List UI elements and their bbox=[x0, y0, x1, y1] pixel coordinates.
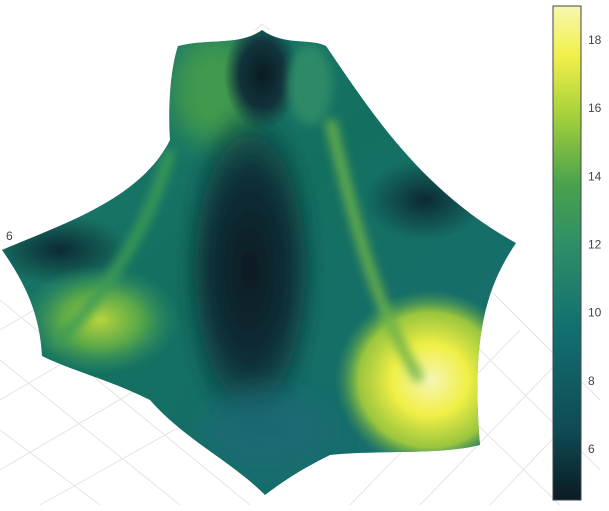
colorbar-tick-label: 14 bbox=[588, 169, 602, 183]
colorbar-ticks: 6 8 10 12 14 16 18 bbox=[588, 33, 602, 456]
axis-tick-label: 6 bbox=[6, 229, 13, 243]
surface-right-shade bbox=[365, 160, 485, 240]
colorbar-tick-label: 12 bbox=[588, 237, 602, 251]
colorbar-tick-label: 8 bbox=[588, 374, 595, 388]
colorbar-tick-label: 16 bbox=[588, 101, 602, 115]
colorbar-tick-label: 18 bbox=[588, 33, 602, 47]
colorbar-tick-label: 6 bbox=[588, 442, 595, 456]
colorbar-tick-label: 10 bbox=[588, 306, 602, 320]
surface-front-left-ridge bbox=[20, 265, 180, 375]
colorbar-frame bbox=[552, 5, 582, 501]
colorbar: 6 8 10 12 14 16 18 bbox=[552, 5, 602, 501]
colorbar-fill bbox=[553, 6, 581, 500]
surface-right-crest bbox=[325, 118, 425, 383]
surface-right-peak bbox=[288, 45, 332, 125]
surface-left-crest bbox=[51, 148, 175, 349]
surface-front-right-ridge bbox=[335, 290, 516, 470]
surface-central-valley bbox=[180, 100, 320, 440]
surface-front-center bbox=[200, 390, 330, 470]
